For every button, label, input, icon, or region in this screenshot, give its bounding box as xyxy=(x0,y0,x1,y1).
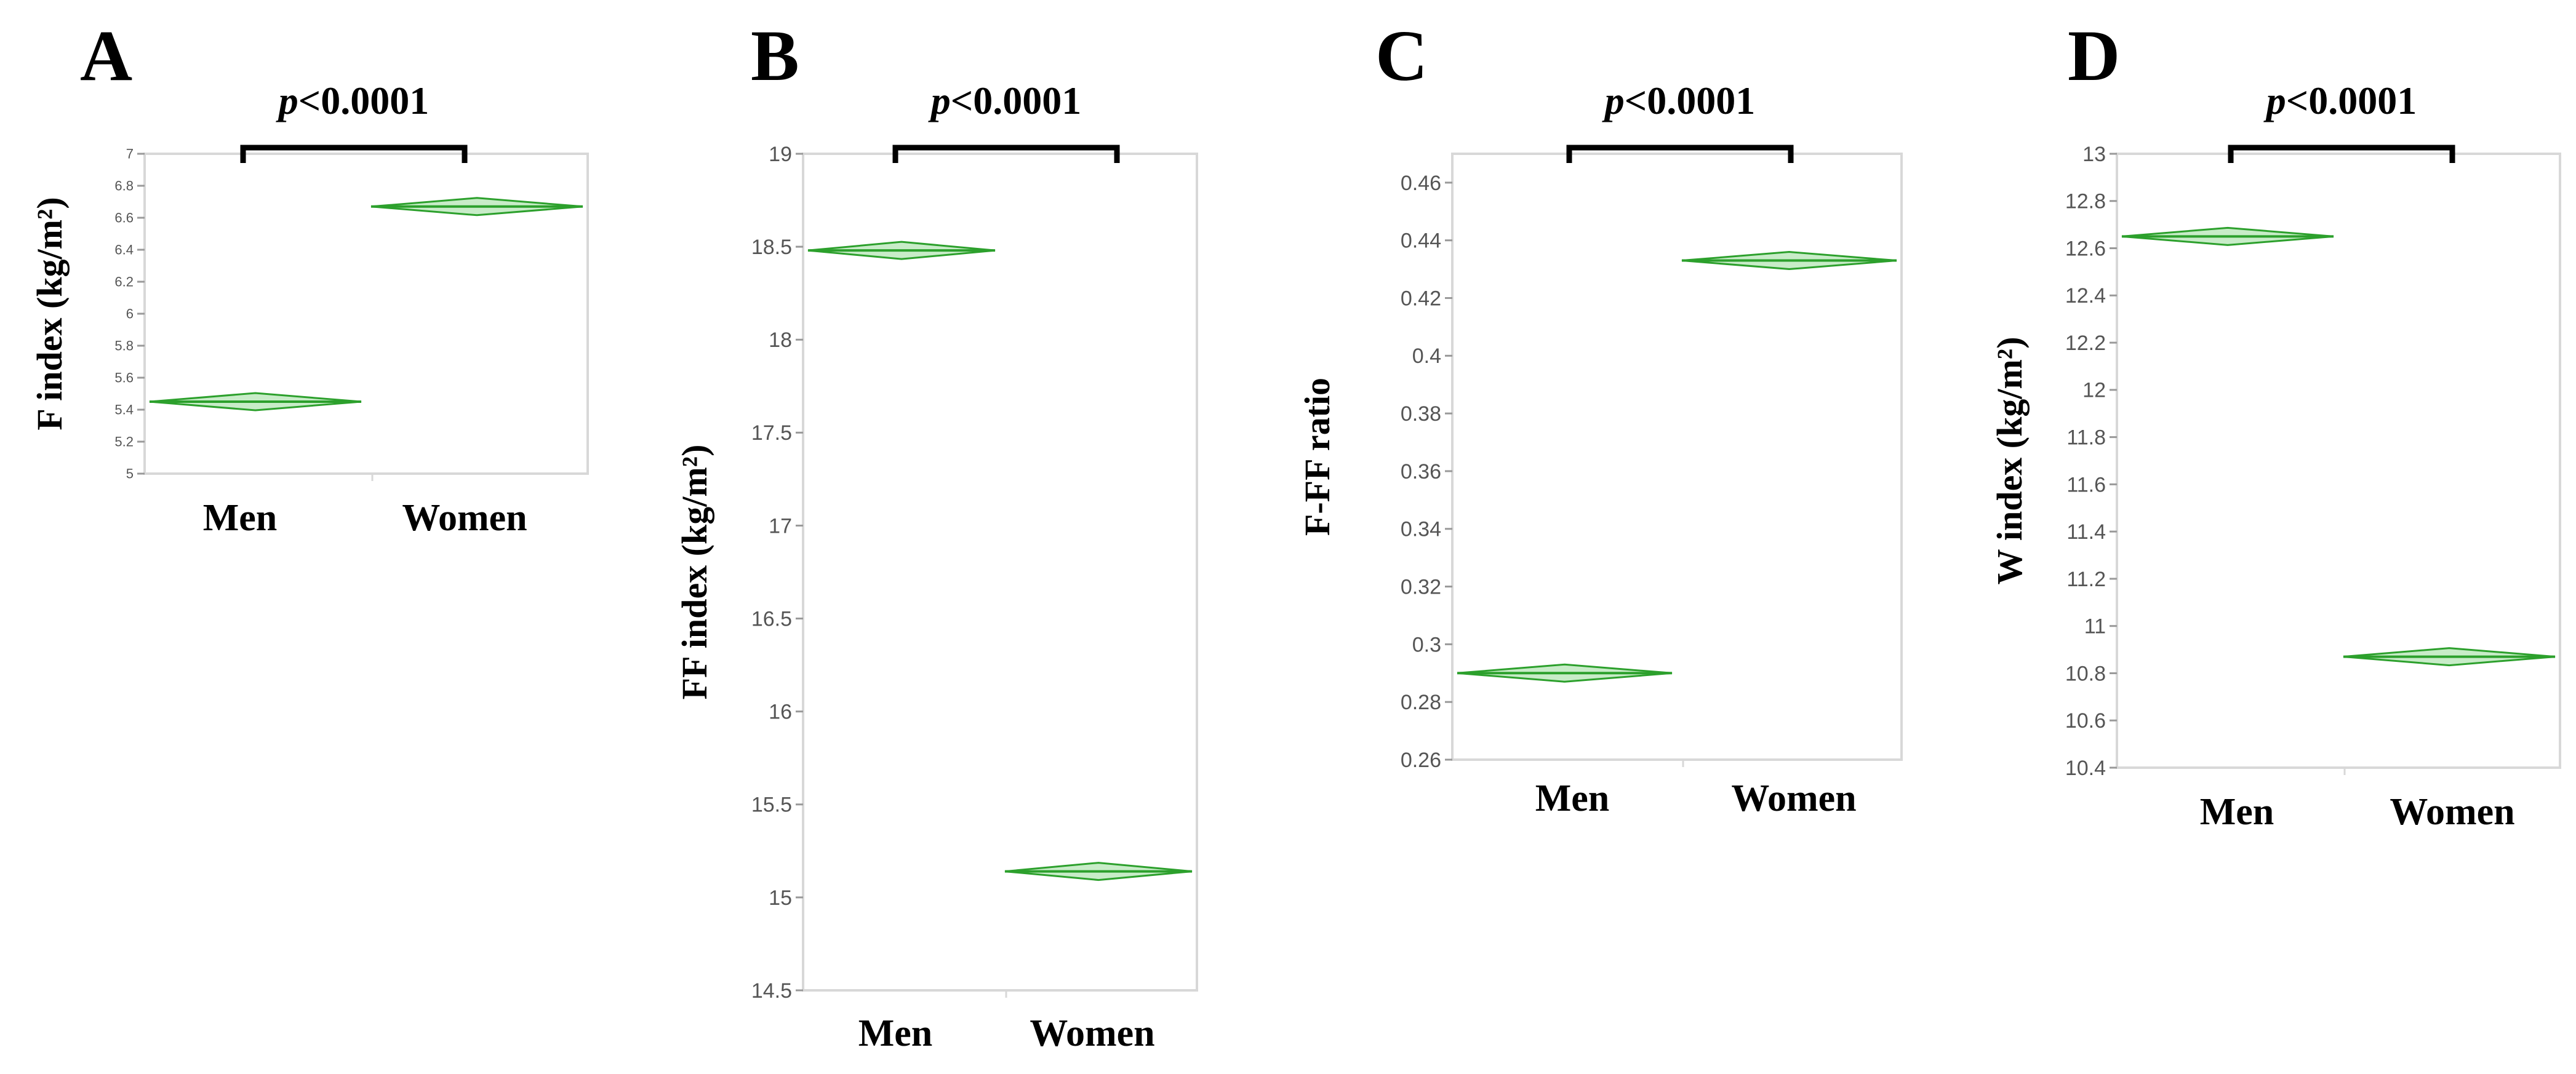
y-tick-label: 6.4 xyxy=(114,242,134,258)
panel-c: C 0.26 0.28 0.3 0.32 0.34 0.36 0.38 0.4 0.42 0.44 0… xyxy=(1297,15,1903,819)
y-tick-label: 10.4 xyxy=(2065,757,2106,780)
y-tick-label: 0.32 xyxy=(1401,575,1441,599)
significance-bracket xyxy=(892,145,1120,163)
p-value-label: p<0.0001 xyxy=(1602,79,1755,122)
y-tick-label: 0.28 xyxy=(1401,691,1441,714)
y-tick-label: 17.5 xyxy=(751,421,792,445)
panel-d: D 10.4 10.6 10.8 11 11.2 11.4 11.6 11.8 12 12.2 12.… xyxy=(1990,15,2561,833)
plot-frame xyxy=(2116,153,2561,769)
y-tick-label: 6.2 xyxy=(114,274,134,290)
y-tick-label: 12.8 xyxy=(2065,190,2106,213)
plot-frame xyxy=(802,153,1198,992)
y-tick-label: 0.36 xyxy=(1401,460,1441,483)
y-axis-label: F index (kg/m²) xyxy=(30,197,70,430)
y-tick-label: 10.6 xyxy=(2065,709,2106,733)
y-axis-label: FF index (kg/m²) xyxy=(674,445,714,700)
y-tick-label: 11.4 xyxy=(2066,520,2106,544)
panel-label: A xyxy=(80,15,132,96)
panel-a: A 5 5.2 5.4 5.6 5.8 6 6.2 6.4 6.6 6.8 7 F index (kg/… xyxy=(30,15,589,539)
y-tick-label: 7 xyxy=(126,146,134,162)
y-tick-label: 16 xyxy=(769,701,792,724)
y-tick-label: 16.5 xyxy=(751,607,792,630)
y-tick-label: 11.2 xyxy=(2066,568,2106,591)
panel-label: C xyxy=(1375,15,1428,96)
y-tick-label: 18 xyxy=(769,328,792,352)
y-tick-label: 5.2 xyxy=(114,434,134,450)
y-tick-label: 13 xyxy=(2082,143,2106,166)
p-value-label: p<0.0001 xyxy=(928,79,1081,122)
y-tick-label: 19 xyxy=(769,143,792,166)
panel-label: B xyxy=(751,15,799,96)
x-tick-label-women: Women xyxy=(402,497,527,539)
x-tick-label-men: Men xyxy=(203,497,278,539)
x-tick-label-women: Women xyxy=(1030,1012,1154,1054)
x-tick-label-men: Men xyxy=(858,1012,933,1054)
x-tick-label-men: Men xyxy=(2200,791,2274,833)
y-axis-label: F-FF ratio xyxy=(1297,378,1337,536)
p-value-label: p<0.0001 xyxy=(2263,79,2417,122)
y-tick-label: 11 xyxy=(2084,615,2106,638)
y-tick-label: 6.8 xyxy=(114,178,134,194)
x-tick-label-women: Women xyxy=(1731,778,1856,819)
y-tick-label: 10.8 xyxy=(2065,662,2106,685)
y-tick-label: 18.5 xyxy=(751,236,792,259)
y-tick-label: 0.38 xyxy=(1401,402,1441,426)
significance-bracket xyxy=(2228,145,2455,163)
panel-b: B 14.5 15 15.5 16 16.5 17 17.5 18 18.5 19 FF index … xyxy=(674,15,1198,1054)
y-tick-label: 15 xyxy=(769,886,792,910)
y-tick-label: 0.46 xyxy=(1401,172,1441,195)
y-tick-label: 14.5 xyxy=(751,979,792,1003)
panel-label: D xyxy=(2068,15,2120,96)
y-axis-label: W index (kg/m²) xyxy=(1990,336,2030,584)
y-tick-label: 6.6 xyxy=(114,210,134,226)
p-value-label: p<0.0001 xyxy=(276,79,429,122)
y-tick-label: 12.2 xyxy=(2065,332,2106,355)
x-tick-label-women: Women xyxy=(2390,791,2514,833)
y-tick-label: 0.26 xyxy=(1401,749,1441,772)
significance-bracket xyxy=(240,145,468,163)
significance-bracket xyxy=(1566,145,1794,163)
y-tick-label: 15.5 xyxy=(751,794,792,817)
y-tick-label: 12 xyxy=(2082,379,2106,402)
y-tick-label: 0.4 xyxy=(1412,344,1441,368)
y-tick-label: 5.6 xyxy=(114,370,134,386)
y-tick-label: 11.8 xyxy=(2066,426,2106,450)
y-tick-label: 0.34 xyxy=(1401,518,1441,541)
y-tick-label: 0.44 xyxy=(1401,229,1441,253)
y-tick-label: 0.3 xyxy=(1412,633,1441,656)
y-tick-label: 5.8 xyxy=(114,338,134,354)
y-tick-label: 0.42 xyxy=(1401,287,1441,310)
y-tick-label: 6 xyxy=(126,306,134,322)
y-tick-label: 5 xyxy=(126,466,134,482)
y-tick-label: 17 xyxy=(769,514,792,538)
x-tick-label-men: Men xyxy=(1535,778,1610,819)
y-tick-label: 11.6 xyxy=(2066,473,2106,496)
y-tick-label: 12.6 xyxy=(2065,237,2106,260)
y-tick-label: 12.4 xyxy=(2065,284,2106,308)
y-tick-label: 5.4 xyxy=(114,402,134,418)
